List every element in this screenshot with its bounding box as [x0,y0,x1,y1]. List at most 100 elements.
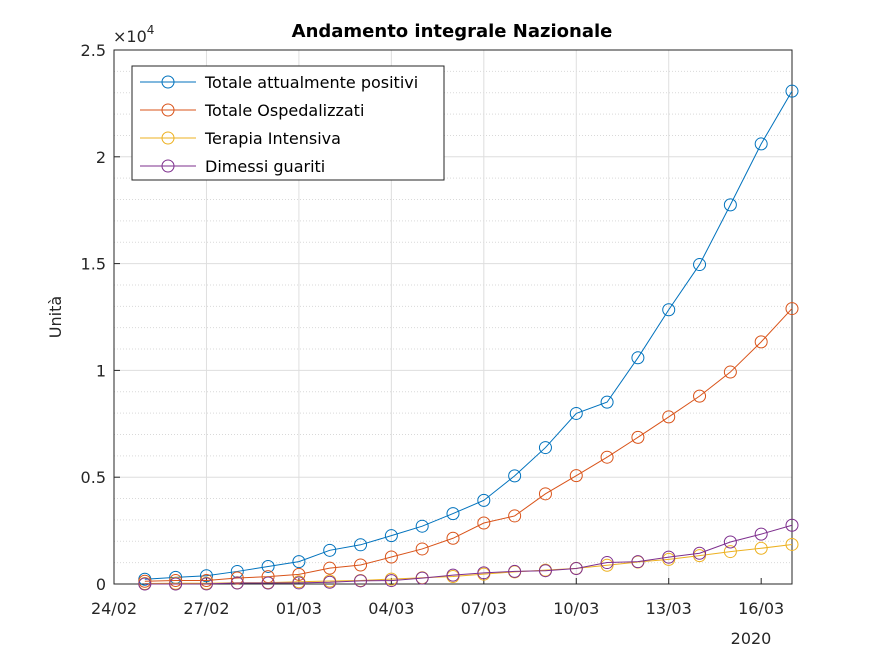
data-point [693,389,707,403]
plot-frame [113,49,793,585]
legend-label: Terapia Intensiva [204,129,341,148]
legend-marker [161,131,175,145]
legend-item: Totale Ospedalizzati [140,101,364,120]
data-point [693,546,707,560]
data-point [723,545,737,559]
data-point [384,550,398,564]
data-point [723,198,737,212]
data-point [230,571,244,585]
data-point [662,410,676,424]
data-point [354,558,368,572]
data-point [600,556,614,570]
series-1 [138,302,799,588]
y-axis-ticks: 0 0.5 1 1.5 2 2.5 [81,41,120,594]
legend-label: Dimessi guariti [205,157,325,176]
data-point [600,395,614,409]
x-tick-label: 07/03 [461,599,507,618]
y-multiplier-exponent: 4 [147,23,155,37]
legend-items: Totale attualmente positivi Totale Ospeda… [140,73,418,176]
legend-marker [161,103,175,117]
data-point [169,574,183,588]
x-tick-label: 27/02 [183,599,229,618]
data-point [508,509,522,523]
x-secondary-label: 2020 [731,629,772,648]
data-point [662,550,676,564]
y-tick-label: 2 [96,148,106,167]
data-point [538,487,552,501]
legend-marker [161,75,175,89]
data-point [323,561,337,575]
series-line [144,524,793,585]
data-point [415,542,429,556]
series-line [144,308,793,582]
data-point [538,441,552,455]
data-point [693,258,707,272]
data-point [446,531,460,545]
major-grid [114,50,792,584]
data-point [631,430,645,444]
data-point [446,568,460,582]
data-point [169,577,183,591]
y-multiplier-label: ×104 [113,23,154,46]
x-tick-label: 24/02 [91,599,137,618]
data-point [569,562,583,576]
data-point [354,574,368,588]
data-point [292,555,306,569]
data-point [754,335,768,349]
data-point [508,564,522,578]
data-point [230,576,244,590]
data-point [477,566,491,580]
x-tick-label: 01/03 [276,599,322,618]
data-point [261,559,275,573]
data-point [477,493,491,507]
legend-label: Totale Ospedalizzati [204,101,364,120]
data-point [600,558,614,572]
data-point [477,516,491,530]
series-layer [138,84,799,591]
data-point [384,574,398,588]
data-point [662,303,676,317]
y-tick-label: 0 [96,575,106,594]
series-line [144,90,793,580]
series-0 [138,84,799,586]
x-tick-label: 04/03 [368,599,414,618]
y-tick-label: 0.5 [81,468,106,487]
data-point [354,538,368,552]
data-point [754,541,768,555]
legend-item: Totale attualmente positivi [140,73,418,92]
y-tick-label: 1.5 [81,255,106,274]
series-3 [138,518,799,591]
data-point [600,450,614,464]
data-point [292,576,306,590]
data-point [323,575,337,589]
data-point [785,84,799,98]
data-point [261,576,275,590]
data-point [138,577,152,591]
data-point [785,537,799,551]
data-point [754,137,768,151]
x-tick-label: 13/03 [646,599,692,618]
data-point [323,543,337,557]
data-point [538,564,552,578]
legend-box [131,65,445,181]
x-axis-ticks: 24/02 27/02 01/03 04/03 07/03 10/03 13/03 16/03 [91,578,784,618]
data-point [631,351,645,365]
data-point [569,469,583,483]
data-point [446,507,460,521]
data-point [508,469,522,483]
y-tick-label: 1 [96,361,106,380]
data-point [754,527,768,541]
data-point [631,555,645,569]
data-point [199,574,213,588]
y-tick-label: 2.5 [81,41,106,60]
y-axis-label: Unità [46,296,65,338]
legend-label: Totale attualmente positivi [204,73,418,92]
data-point [384,529,398,543]
data-point [785,518,799,532]
x-tick-label: 10/03 [553,599,599,618]
chart-title: Andamento integrale Nazionale [292,21,613,42]
data-point [292,567,306,581]
data-point [199,569,213,583]
legend-item: Terapia Intensiva [140,129,341,148]
